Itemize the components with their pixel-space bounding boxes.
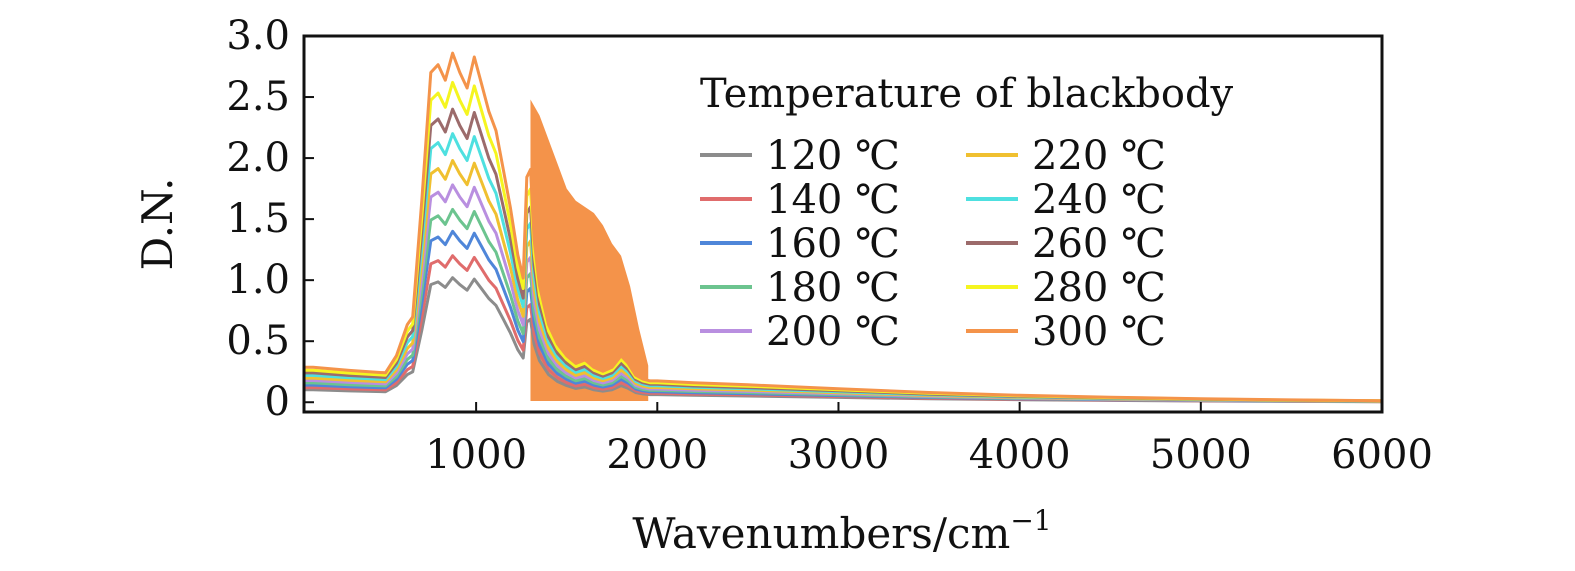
x-tick-label-5000: 5000 (1150, 432, 1252, 478)
legend-item-200: 200 ℃ (700, 309, 900, 355)
noise-band-300 (530, 99, 649, 402)
legend-item-280: 280 ℃ (966, 265, 1166, 311)
legend-item-160: 160 ℃ (700, 221, 900, 267)
y-tick-label-0.5: 0.5 (226, 318, 290, 364)
legend-item-180: 180 ℃ (700, 265, 900, 311)
legend-label-240: 240 ℃ (1032, 177, 1166, 223)
y-tick-label-2: 2.0 (226, 135, 290, 181)
legend-item-300: 300 ℃ (966, 309, 1166, 355)
x-tick-label-3000: 3000 (788, 432, 890, 478)
y-axis-label: D.N. (133, 178, 182, 271)
legend-item-260: 260 ℃ (966, 221, 1166, 267)
x-tick-label-6000: 6000 (1331, 432, 1433, 478)
legend-label-220: 220 ℃ (1032, 133, 1166, 179)
legend-label-300: 300 ℃ (1032, 309, 1166, 355)
x-tick-label-2000: 2000 (606, 432, 708, 478)
legend-label-120: 120 ℃ (766, 133, 900, 179)
y-tick-label-3: 3.0 (226, 13, 290, 59)
legend-label-180: 180 ℃ (766, 265, 900, 311)
y-tick-label-1.5: 1.5 (226, 196, 290, 242)
legend-item-140: 140 ℃ (700, 177, 900, 223)
x-axis-label-main: Wavenumbers/cm (632, 509, 1010, 558)
x-axis-ticks: 1000 2000 3000 4000 5000 6000 (425, 402, 1433, 478)
x-tick-label-4000: 4000 (969, 432, 1071, 478)
legend-item-240: 240 ℃ (966, 177, 1166, 223)
legend-label-260: 260 ℃ (1032, 221, 1166, 267)
legend-label-200: 200 ℃ (766, 309, 900, 355)
series-line-300 (304, 51, 1383, 403)
y-tick-label-2.5: 2.5 (226, 74, 290, 120)
legend-item-220: 220 ℃ (966, 133, 1166, 179)
x-axis-label: Wavenumbers/cm−1 (632, 504, 1051, 558)
series-line-280 (304, 80, 1383, 403)
legend-item-120: 120 ℃ (700, 133, 900, 179)
x-tick-label-1000: 1000 (425, 432, 527, 478)
plot-frame (302, 34, 1384, 414)
y-axis-ticks: 0 0.5 1.0 1.5 2.0 2.5 3.0 (226, 13, 314, 425)
series-layer (304, 51, 1383, 404)
y-tick-label-1: 1.0 (226, 257, 290, 303)
legend-label-280: 280 ℃ (1032, 265, 1166, 311)
legend-label-160: 160 ℃ (766, 221, 900, 267)
legend-label-140: 140 ℃ (766, 177, 900, 223)
x-axis-label-superscript: −1 (1010, 504, 1051, 537)
y-tick-label-0: 0 (265, 379, 290, 425)
legend-title: Temperature of blackbody (700, 71, 1234, 117)
